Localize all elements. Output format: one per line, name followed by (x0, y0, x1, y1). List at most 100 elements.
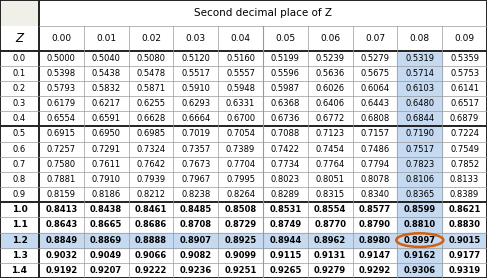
Text: 0.6406: 0.6406 (316, 99, 345, 108)
Text: 0.8790: 0.8790 (359, 220, 391, 229)
Text: 1.4: 1.4 (12, 266, 27, 275)
Text: 0.6293: 0.6293 (181, 99, 210, 108)
Text: 0.9082: 0.9082 (180, 251, 212, 260)
Text: 0.7224: 0.7224 (450, 130, 479, 138)
Text: 0.6480: 0.6480 (405, 99, 434, 108)
Text: 0.7967: 0.7967 (181, 175, 210, 184)
Text: 0.9279: 0.9279 (314, 266, 346, 275)
Text: 0.01: 0.01 (96, 34, 116, 43)
Text: 0.6103: 0.6103 (405, 84, 434, 93)
Text: 0.7054: 0.7054 (226, 130, 255, 138)
Text: 1.1: 1.1 (12, 220, 27, 229)
Text: 0.9066: 0.9066 (135, 251, 167, 260)
Text: 0.5: 0.5 (13, 130, 26, 138)
Text: 0.8925: 0.8925 (225, 235, 257, 245)
Text: 0.7673: 0.7673 (181, 160, 210, 169)
Text: Second decimal place of Z: Second decimal place of Z (194, 8, 332, 18)
Text: 0.8888: 0.8888 (135, 235, 167, 245)
Text: 1.3: 1.3 (12, 251, 27, 260)
Text: 0.8289: 0.8289 (271, 190, 300, 199)
Text: 0.5478: 0.5478 (136, 69, 166, 78)
Text: 0.9131: 0.9131 (314, 251, 346, 260)
Text: 0.5120: 0.5120 (181, 54, 210, 63)
Text: 0.00: 0.00 (51, 34, 72, 43)
Text: 0.7389: 0.7389 (226, 145, 255, 154)
Text: 0.8849: 0.8849 (45, 235, 77, 245)
Text: 0.5636: 0.5636 (316, 69, 345, 78)
Text: 0.7324: 0.7324 (136, 145, 166, 154)
Text: 0.9115: 0.9115 (269, 251, 301, 260)
Text: 0.8621: 0.8621 (449, 205, 481, 214)
Text: 0.5753: 0.5753 (450, 69, 479, 78)
Text: 0.8643: 0.8643 (45, 220, 77, 229)
Text: 0.6915: 0.6915 (47, 130, 76, 138)
Text: 0.6664: 0.6664 (181, 114, 210, 123)
Text: 0.9319: 0.9319 (449, 266, 481, 275)
Text: 0.7852: 0.7852 (450, 160, 479, 169)
Bar (0, 232, 487, 248)
Text: 0.3: 0.3 (13, 99, 26, 108)
Text: 0.4: 0.4 (13, 114, 26, 123)
Text: 0.6554: 0.6554 (47, 114, 76, 123)
Text: 0.8577: 0.8577 (359, 205, 391, 214)
Text: 0.2: 0.2 (13, 84, 26, 93)
Text: 0.5557: 0.5557 (226, 69, 255, 78)
Text: 0.5675: 0.5675 (360, 69, 390, 78)
Text: 0.8315: 0.8315 (316, 190, 345, 199)
Text: 0.5239: 0.5239 (316, 54, 345, 63)
Text: 0.8997: 0.8997 (404, 235, 436, 245)
Text: 0.8508: 0.8508 (225, 205, 257, 214)
Text: 0.03: 0.03 (186, 34, 206, 43)
Text: 0.8078: 0.8078 (360, 175, 390, 184)
Text: 0.5080: 0.5080 (136, 54, 166, 63)
Text: 0.8830: 0.8830 (449, 220, 481, 229)
Text: 0.5987: 0.5987 (271, 84, 300, 93)
Text: 0.8686: 0.8686 (135, 220, 167, 229)
Text: 0.7881: 0.7881 (47, 175, 76, 184)
Text: 0.05: 0.05 (275, 34, 296, 43)
Text: 0.8238: 0.8238 (181, 190, 210, 199)
Text: 0.7: 0.7 (13, 160, 26, 169)
Text: 0.6591: 0.6591 (92, 114, 121, 123)
Text: 0.6879: 0.6879 (450, 114, 479, 123)
Bar (39, 0, 487, 26)
Text: 0.8869: 0.8869 (90, 235, 122, 245)
Text: 0.6736: 0.6736 (271, 114, 300, 123)
Text: 0.8340: 0.8340 (360, 190, 390, 199)
Bar (397, 26, 442, 278)
Text: 0.9147: 0.9147 (359, 251, 391, 260)
Text: 0.8438: 0.8438 (90, 205, 122, 214)
Text: 0.8106: 0.8106 (405, 175, 434, 184)
Text: 0.5793: 0.5793 (47, 84, 76, 93)
Text: 0.5359: 0.5359 (450, 54, 479, 63)
Text: 0.9032: 0.9032 (45, 251, 77, 260)
Text: 0.7422: 0.7422 (271, 145, 300, 154)
Text: 0.7611: 0.7611 (92, 160, 121, 169)
Text: 0.07: 0.07 (365, 34, 385, 43)
Text: 0.6026: 0.6026 (316, 84, 345, 93)
Text: 0.5517: 0.5517 (181, 69, 210, 78)
Text: 0.02: 0.02 (141, 34, 161, 43)
Text: 0.6141: 0.6141 (450, 84, 479, 93)
Text: 0.5279: 0.5279 (360, 54, 390, 63)
Text: 0.7190: 0.7190 (405, 130, 434, 138)
Text: 1.0: 1.0 (12, 205, 27, 214)
Text: 0.6985: 0.6985 (136, 130, 166, 138)
Text: 0.7257: 0.7257 (47, 145, 76, 154)
Text: 0.6700: 0.6700 (226, 114, 255, 123)
Text: 0.7088: 0.7088 (271, 130, 300, 138)
Text: 0.8810: 0.8810 (404, 220, 436, 229)
Text: 0.9292: 0.9292 (359, 266, 391, 275)
Text: 0.7157: 0.7157 (360, 130, 390, 138)
Text: 0.7704: 0.7704 (226, 160, 255, 169)
Text: 0.8907: 0.8907 (180, 235, 212, 245)
Text: 0.6517: 0.6517 (450, 99, 479, 108)
Text: 0.5596: 0.5596 (271, 69, 300, 78)
Text: Z: Z (16, 32, 23, 44)
Text: 0.1: 0.1 (13, 69, 26, 78)
Text: 0.9192: 0.9192 (45, 266, 77, 275)
Text: 0.04: 0.04 (230, 34, 251, 43)
Text: 0.5199: 0.5199 (271, 54, 300, 63)
Text: 0.5714: 0.5714 (405, 69, 434, 78)
Text: 0.5160: 0.5160 (226, 54, 255, 63)
